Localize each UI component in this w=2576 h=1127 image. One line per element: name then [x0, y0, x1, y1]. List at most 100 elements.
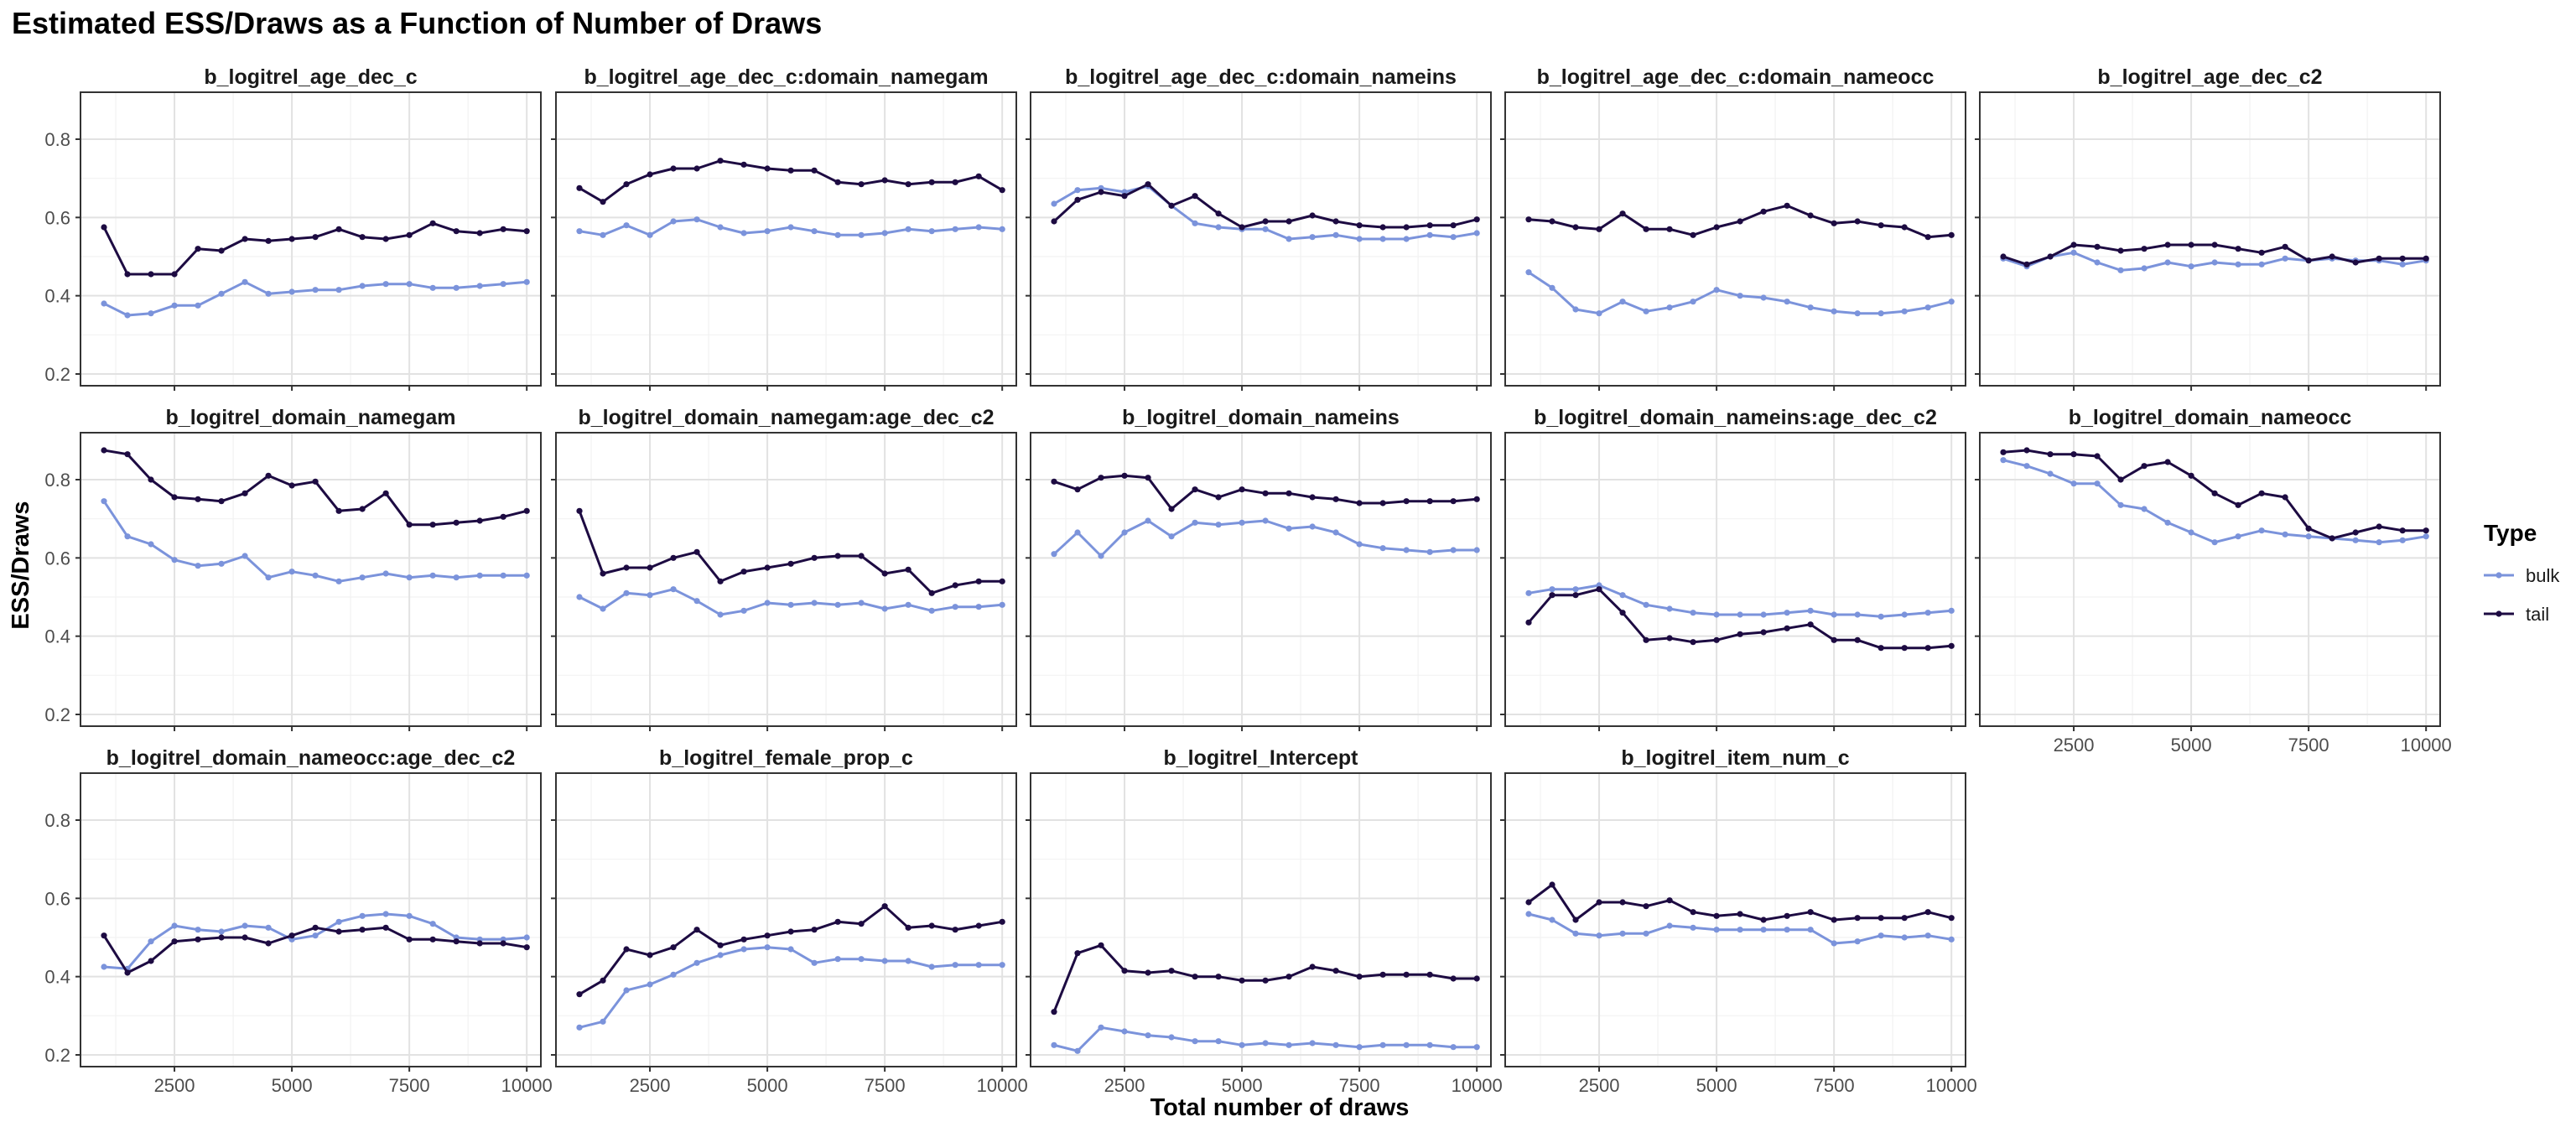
- y-tick-label: 0.6: [44, 888, 70, 909]
- data-point-tail: [787, 928, 794, 935]
- data-point-bulk: [1596, 310, 1602, 317]
- panel-border: [555, 772, 1017, 1067]
- data-point-tail: [1619, 899, 1626, 906]
- data-point-tail: [858, 181, 865, 188]
- data-point-bulk: [218, 928, 225, 935]
- data-point-bulk: [1525, 269, 1532, 276]
- data-point-tail: [1549, 881, 1555, 888]
- data-point-bulk: [2164, 519, 2171, 526]
- data-point-bulk: [576, 1024, 583, 1031]
- data-point-bulk: [1596, 932, 1602, 939]
- data-point-tail: [1309, 212, 1316, 219]
- data-point-bulk: [1572, 930, 1579, 937]
- data-point-bulk: [928, 607, 935, 614]
- data-point-bulk: [693, 216, 700, 223]
- data-point-tail: [476, 940, 483, 947]
- data-point-tail: [670, 554, 677, 561]
- x-tick-label: 7500: [1339, 1075, 1380, 1096]
- data-point-tail: [2258, 490, 2265, 496]
- panel-b-logitrel-age-dec-c2: b_logitrel_age_dec_c2: [1975, 65, 2441, 391]
- panel-border: [1979, 91, 2441, 387]
- data-point-tail: [999, 187, 1005, 194]
- data-point-bulk: [2117, 267, 2124, 273]
- data-point-tail: [242, 236, 248, 242]
- data-point-bulk: [764, 600, 771, 606]
- data-point-tail: [952, 582, 958, 589]
- data-point-bulk: [312, 572, 319, 579]
- data-point-tail: [1215, 494, 1222, 501]
- data-point-tail: [1215, 210, 1222, 217]
- data-point-bulk: [881, 958, 888, 964]
- data-point-tail: [1831, 220, 1837, 226]
- data-point-bulk: [576, 228, 583, 235]
- data-point-tail: [171, 494, 178, 501]
- y-tick-label: 0.8: [44, 470, 70, 491]
- data-point-bulk: [1760, 294, 1767, 301]
- data-point-bulk: [2188, 263, 2194, 270]
- data-point-tail: [1403, 498, 1410, 505]
- data-point-tail: [2258, 249, 2265, 256]
- data-point-bulk: [905, 601, 911, 608]
- data-point-tail: [881, 177, 888, 184]
- x-axis-title: Total number of draws: [1150, 1094, 1410, 1121]
- data-point-bulk: [1784, 610, 1790, 616]
- data-point-tail: [1215, 974, 1222, 980]
- data-point-bulk: [1145, 1032, 1151, 1039]
- data-point-tail: [312, 234, 319, 241]
- data-point-bulk: [623, 987, 630, 994]
- data-point-tail: [1901, 645, 1908, 652]
- data-point-tail: [101, 932, 107, 939]
- legend-key-point-tail: [2496, 610, 2502, 617]
- x-tick-label: 7500: [2288, 735, 2329, 756]
- data-point-tail: [1924, 645, 1931, 652]
- data-point-bulk: [335, 578, 342, 584]
- data-point-bulk: [1666, 922, 1673, 929]
- data-point-tail: [2000, 253, 2007, 260]
- data-point-bulk: [1901, 308, 1908, 314]
- panel-title: b_logitrel_item_num_c: [1621, 746, 1849, 770]
- data-point-bulk: [1379, 1041, 1386, 1048]
- data-point-bulk: [717, 224, 724, 231]
- panel-title: b_logitrel_domain_nameocc:age_dec_c2: [106, 746, 516, 770]
- data-point-bulk: [1262, 1040, 1269, 1046]
- data-point-bulk: [1619, 592, 1626, 599]
- panel-border: [1504, 432, 1966, 727]
- data-point-bulk: [1854, 611, 1861, 618]
- data-point-bulk: [1877, 310, 1884, 317]
- data-point-tail: [1572, 224, 1579, 231]
- panel-b-logitrel-age-dec-c-domain-namegam: b_logitrel_age_dec_c:domain_namegam: [551, 65, 1017, 391]
- data-point-bulk: [406, 281, 413, 288]
- y-tick-label: 0.2: [44, 704, 70, 725]
- panel-border: [555, 432, 1017, 727]
- data-point-tail: [1262, 218, 1269, 225]
- data-point-bulk: [523, 572, 530, 579]
- data-point-bulk: [1831, 611, 1837, 618]
- data-point-tail: [1877, 915, 1884, 922]
- data-point-tail: [647, 564, 653, 571]
- data-point-tail: [1379, 224, 1386, 231]
- data-point-bulk: [717, 611, 724, 618]
- data-point-tail: [670, 944, 677, 951]
- legend: Type bulk tail: [2484, 520, 2560, 625]
- data-point-bulk: [124, 312, 131, 319]
- data-point-bulk: [600, 1018, 606, 1025]
- data-point-tail: [1192, 486, 1198, 493]
- data-point-tail: [1596, 226, 1602, 232]
- data-point-tail: [2164, 242, 2171, 248]
- data-point-tail: [2023, 261, 2030, 267]
- data-point-tail: [1854, 636, 1861, 643]
- data-point-bulk: [1924, 932, 1931, 939]
- panel-border: [1030, 432, 1492, 727]
- data-point-bulk: [1262, 517, 1269, 524]
- data-point-tail: [2141, 463, 2148, 470]
- data-point-tail: [1901, 224, 1908, 231]
- data-point-tail: [429, 936, 436, 943]
- data-point-bulk: [717, 952, 724, 958]
- data-point-bulk: [1309, 234, 1316, 241]
- data-point-bulk: [288, 288, 295, 295]
- panel-border: [80, 91, 542, 387]
- data-point-bulk: [2094, 480, 2101, 487]
- data-point-tail: [242, 934, 248, 941]
- data-point-tail: [2094, 243, 2101, 250]
